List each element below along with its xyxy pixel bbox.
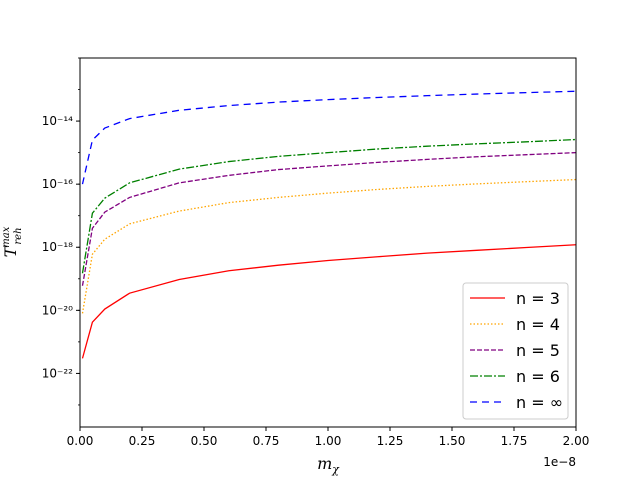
legend-box — [462, 282, 569, 420]
x-tick-label: 2.00 — [563, 434, 590, 448]
y-axis: 10⁻²² 10⁻²⁰ 10⁻¹⁸ 10⁻¹⁶ 10⁻¹⁴ — [42, 57, 80, 406]
legend-label-2: n = 4 — [516, 315, 560, 334]
x-axis: 0.00 0.25 0.50 0.75 1.00 1.25 1.50 1.75 2.00 — [67, 427, 590, 448]
x-tick-label: 1.50 — [439, 434, 466, 448]
series-line-3 — [81, 151, 576, 286]
series-line-5 — [81, 90, 576, 185]
y-tick-label: 10⁻²⁰ — [42, 303, 73, 317]
legend-label-5: n = ∞ — [516, 393, 563, 412]
legend: n = 3 n = 4 n = 5 n = 6 n = ∞ — [462, 282, 569, 420]
x-tick-label: 1.00 — [315, 434, 342, 448]
y-axis-label: Tmaxreh — [1, 226, 24, 257]
y-tick-label: 10⁻¹⁴ — [42, 114, 73, 128]
series-line-1 — [81, 244, 576, 359]
y-tick-label: 10⁻¹⁶ — [42, 177, 73, 191]
x-tick-label: 0.75 — [253, 434, 280, 448]
x-tick-label: 1.25 — [377, 434, 404, 448]
legend-label-3: n = 5 — [516, 341, 560, 360]
x-tick-label: 0.25 — [129, 434, 156, 448]
x-offset-label: 1e−8 — [543, 455, 576, 469]
y-tick-label: 10⁻¹⁸ — [42, 240, 73, 254]
series-layer — [81, 90, 576, 359]
x-tick-label: 1.75 — [501, 434, 528, 448]
y-tick-label: 10⁻²² — [42, 366, 73, 380]
series-line-4 — [81, 138, 576, 274]
series-line-2 — [81, 178, 576, 314]
legend-label-4: n = 6 — [516, 367, 560, 386]
legend-label-1: n = 3 — [516, 289, 560, 308]
x-tick-label: 0.50 — [191, 434, 218, 448]
x-tick-label: 0.00 — [67, 434, 94, 448]
